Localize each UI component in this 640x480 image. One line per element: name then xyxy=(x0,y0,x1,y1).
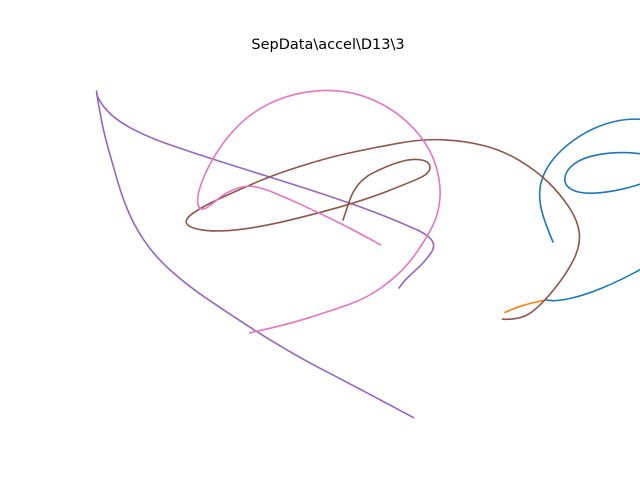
series-layer xyxy=(95,89,640,419)
series-line-4 xyxy=(185,138,581,321)
chart-title: SepData\accel\D13\3 xyxy=(251,37,404,53)
series-line-5 xyxy=(196,89,441,334)
series-line-2 xyxy=(504,299,547,314)
series-line-3 xyxy=(95,90,435,419)
series-line-1 xyxy=(538,118,640,302)
